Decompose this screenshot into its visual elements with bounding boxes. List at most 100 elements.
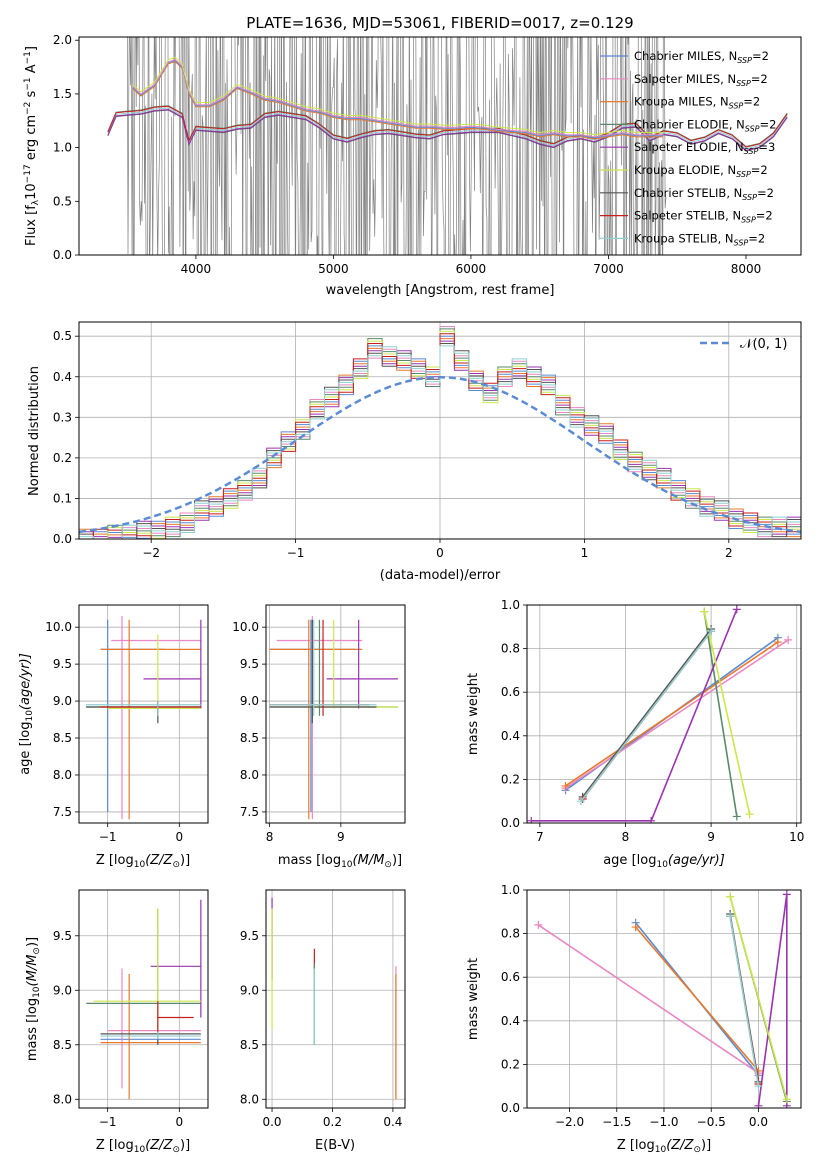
weight-marker	[700, 607, 709, 616]
y-tick-label: 0.2	[53, 451, 72, 465]
z-age-frame	[78, 604, 209, 824]
x-tick-label: −2	[142, 546, 160, 560]
x-tick-label: −1	[287, 546, 305, 560]
y-tick-label: 9.0	[53, 694, 72, 708]
y-tick-label: 7.5	[53, 805, 72, 819]
y-tick-label: 9.5	[240, 929, 259, 943]
y-tick-label: 0.6	[501, 970, 520, 984]
z-weight-ylabel: mass weight	[466, 958, 481, 1040]
x-tick-label: 8	[622, 830, 630, 844]
x-tick-label: 0	[436, 546, 444, 560]
weight-line	[580, 630, 712, 802]
spectrum-panel: 4000 5000 6000 7000 8000 0.0 0.5 1.0 1.5 2.0 Chab…	[23, 33, 802, 298]
x-tick-label: −1.5	[602, 1115, 631, 1129]
x-tick-label: 9	[707, 830, 715, 844]
y-tick-label: 1.0	[53, 141, 72, 155]
weight-marker	[754, 1082, 763, 1091]
model-spectrum-line	[107, 105, 788, 148]
z-age-xlabel: Z [log10(Z/Z⊙)]	[96, 853, 190, 870]
histogram-step	[79, 330, 801, 539]
y-tick-label: 8.0	[53, 1092, 72, 1106]
weight-marker	[773, 638, 782, 647]
ebv-mass-data	[271, 897, 397, 1100]
y-tick-label: 0.0	[53, 248, 72, 262]
x-tick-label: 8	[266, 830, 274, 844]
residual-data	[79, 326, 801, 539]
weight-line	[537, 924, 759, 1074]
legend-entry: Salpeter STELIB, NSSP=2	[634, 209, 773, 225]
x-tick-label: 0	[176, 830, 184, 844]
legend-entry: Kroupa ELODIE, NSSP=2	[634, 163, 768, 179]
weight-line	[565, 641, 779, 787]
y-tick-label: 8.0	[53, 768, 72, 782]
x-tick-label: −0.5	[697, 1115, 726, 1129]
y-tick-label: 0.2	[501, 1057, 520, 1071]
y-tick-label: 8.0	[240, 1092, 259, 1106]
weight-line	[635, 926, 760, 1072]
y-tick-label: 0.5	[53, 194, 72, 208]
weight-line	[703, 611, 751, 815]
z-weight-panel: −2.0 −1.5 −1.0 −0.5 0.0 0.0 0.2 0.4 0.6 0.8 1.0 Z …	[466, 883, 802, 1155]
y-tick-label: 9.5	[240, 657, 259, 671]
legend-entry: Chabrier MILES, NSSP=2	[634, 49, 769, 65]
z-age-data	[86, 616, 202, 820]
y-tick-label: 0.8	[501, 927, 520, 941]
x-tick-label: −1	[99, 830, 117, 844]
y-tick-label: 8.5	[53, 731, 72, 745]
weight-line	[582, 628, 712, 798]
y-tick-label: 0.3	[53, 410, 72, 424]
weight-marker	[754, 1101, 763, 1108]
x-tick-label: 6000	[456, 262, 487, 276]
x-tick-label: 7	[536, 830, 544, 844]
y-tick-label: 0.4	[501, 729, 520, 743]
x-tick-label: 4000	[181, 262, 212, 276]
weight-marker	[784, 635, 793, 644]
x-tick-label: 1	[581, 546, 589, 560]
y-tick-label: 7.5	[240, 805, 259, 819]
y-tick-label: 10.0	[45, 620, 72, 634]
ebv-mass-axes: 0.0 0.2 0.4 8.0 8.5 9.0 9.5	[240, 890, 405, 1129]
legend-entry: Chabrier ELODIE, NSSP=2	[634, 117, 776, 133]
weight-marker	[631, 923, 640, 932]
model-spectrum-line	[107, 105, 788, 148]
spectrum-legend: Chabrier MILES, NSSP=2 Salpeter MILES, NS…	[600, 49, 776, 247]
spectrum-frame	[78, 36, 802, 256]
legend-entry: Chabrier STELIB, NSSP=2	[634, 186, 774, 202]
gauss-legend-label: 𝒩(0, 1)	[740, 337, 787, 352]
z-mass-ylabel: mass [log10(M/M⊙)]	[25, 937, 42, 1061]
spectrum-axes: 4000 5000 6000 7000 8000 0.0 0.5 1.0 1.5 2.0	[53, 33, 761, 276]
x-tick-label: 7000	[593, 262, 624, 276]
y-tick-label: 9.0	[240, 694, 259, 708]
mass-age-axes: 8 9 7.5 8.0 8.5 9.0 9.5 10.0	[232, 605, 405, 844]
y-tick-label: 0.0	[53, 532, 72, 546]
x-tick-label: 5000	[318, 262, 349, 276]
x-tick-label: −1	[99, 1115, 117, 1129]
z-age-ylabel: age [log10(age/yr)]	[18, 653, 35, 775]
spectrum-data	[107, 37, 788, 255]
y-tick-label: 1.0	[501, 598, 520, 612]
model-spectrum-line	[107, 108, 788, 151]
age-weight-panel: 7 8 9 10 0.0 0.2 0.4 0.6 0.8 1.0 age [log10(age/y…	[466, 598, 804, 870]
mass-age-xlabel: mass [log10(M/M⊙)]	[278, 853, 402, 870]
weight-marker	[732, 605, 741, 614]
y-tick-label: 0.8	[501, 642, 520, 656]
x-tick-label: 0.0	[749, 1115, 768, 1129]
age-weight-data	[527, 605, 793, 823]
z-mass-frame	[78, 889, 209, 1109]
z-mass-xlabel: Z [log10(Z/Z⊙)]	[96, 1138, 190, 1155]
z-weight-frame	[526, 889, 802, 1109]
model-spectrum-line	[132, 59, 664, 138]
y-tick-label: 10.0	[232, 620, 259, 634]
y-tick-label: 0.5	[53, 329, 72, 343]
residual-panel: −2 −1 0 1 2 0.0 0.1 0.2 0.3 0.4 0.5 𝒩(0, 1) (data-…	[27, 321, 802, 583]
legend-entry: Salpeter ELODIE, NSSP=3	[634, 140, 775, 156]
weight-marker	[782, 1095, 791, 1104]
ebv-mass-xlabel: E(B-V)	[315, 1138, 355, 1153]
mass-age-frame	[265, 604, 406, 824]
weight-marker	[527, 816, 536, 823]
y-tick-label: 1.5	[53, 87, 72, 101]
weight-marker	[534, 920, 543, 929]
model-spectrum-line	[132, 61, 664, 140]
z-age-panel: −1 0 7.5 8.0 8.5 9.0 9.5 10.0 Z [log10(Z/Z⊙)] a…	[18, 604, 209, 870]
